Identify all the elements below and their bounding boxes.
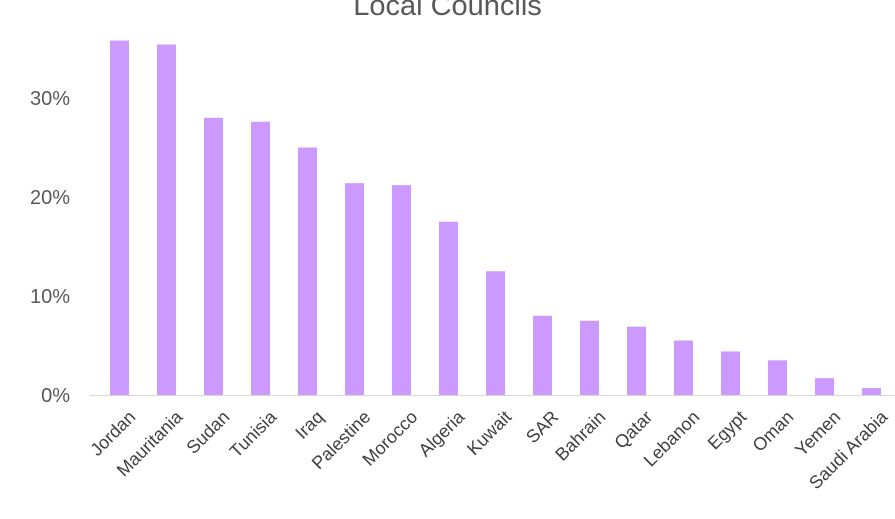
y-axis-ticks: 0% 10% 20% 30% xyxy=(30,88,70,407)
bar-palestine xyxy=(345,183,364,395)
bar-jordan xyxy=(110,40,129,395)
x-tick-label: Sudan xyxy=(182,407,233,458)
y-tick-label: 0% xyxy=(41,385,70,407)
bar-morocco xyxy=(392,185,411,395)
x-tick-label: Algeria xyxy=(415,406,469,460)
bar-lebanon xyxy=(674,340,693,395)
bar-bahrain xyxy=(580,320,599,395)
bar-sudan xyxy=(204,117,223,396)
x-tick-label: SAR xyxy=(522,407,562,447)
y-tick-label: 10% xyxy=(30,286,70,308)
bar-egypt xyxy=(721,351,740,395)
bar-iraq xyxy=(298,147,317,395)
bar-oman xyxy=(768,360,787,395)
x-tick-label: Tunisia xyxy=(226,406,281,461)
bar-qatar xyxy=(627,326,646,395)
bar-saudi-arabia xyxy=(862,388,881,395)
chart-title: Local Councils xyxy=(353,0,542,22)
x-tick-label: Oman xyxy=(749,407,798,456)
x-tick-label: Egypt xyxy=(704,407,751,454)
bar-kuwait xyxy=(486,271,505,395)
bar-algeria xyxy=(439,221,458,395)
bars xyxy=(110,40,881,396)
x-tick-label: Iraq xyxy=(291,407,327,443)
y-tick-label: 20% xyxy=(30,187,70,209)
bar-yemen xyxy=(815,378,834,395)
x-tick-label: Kuwait xyxy=(463,407,515,459)
bar-sar xyxy=(533,315,552,395)
x-tick-label: Bahrain xyxy=(551,407,609,465)
bar-mauritania xyxy=(157,44,176,395)
bar-tunisia xyxy=(251,121,270,395)
y-tick-label: 30% xyxy=(30,88,70,110)
